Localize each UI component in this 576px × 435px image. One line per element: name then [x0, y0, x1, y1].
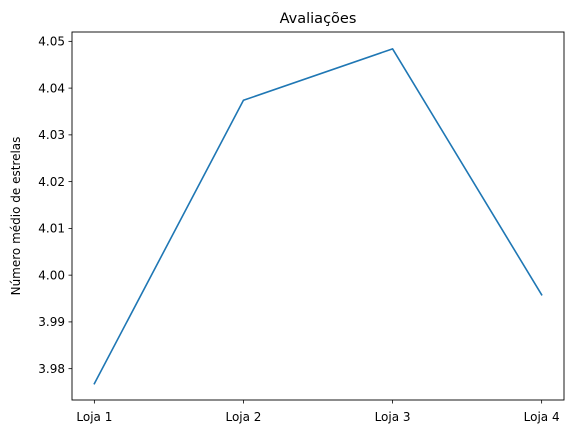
y-tick-label: 3.99	[38, 315, 65, 329]
y-axis-ticks: 3.98 3.99 4.00 4.01 4.02 4.03 4.04 4.05	[38, 35, 72, 376]
y-tick-label: 4.04	[38, 81, 65, 95]
series-line	[93, 48, 543, 385]
x-tick-label: Loja 1	[76, 410, 112, 424]
y-tick-label: 4.02	[38, 175, 65, 189]
x-tick-label: Loja 4	[524, 410, 560, 424]
y-tick-label: 4.05	[38, 35, 65, 49]
y-tick-label: 4.00	[38, 268, 65, 282]
x-axis-ticks: Loja 1 Loja 2 Loja 3 Loja 4	[76, 400, 560, 424]
y-tick-label: 4.03	[38, 128, 65, 142]
x-tick-label: Loja 3	[375, 410, 411, 424]
chart-title: Avaliações	[280, 11, 357, 27]
plot-frame	[71, 31, 565, 401]
y-tick-label: 3.98	[38, 362, 65, 376]
series-layer	[93, 48, 543, 385]
y-axis-title: Número médio de estrelas	[9, 137, 23, 296]
x-tick-label: Loja 2	[225, 410, 261, 424]
y-tick-label: 4.01	[38, 222, 65, 236]
